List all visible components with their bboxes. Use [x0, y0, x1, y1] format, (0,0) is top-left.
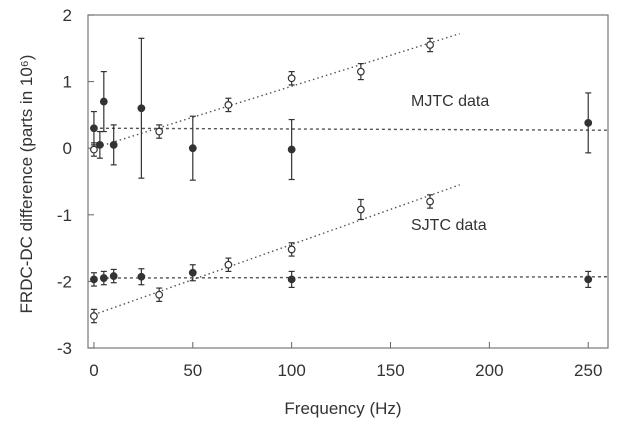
open-data-point: [155, 290, 164, 299]
y-tick-label: -1: [57, 206, 72, 225]
annotation-mjtc: MJTC data: [411, 93, 489, 110]
open-data-point: [356, 67, 365, 76]
plot-frame: [87, 14, 609, 349]
filled-data-point: [584, 118, 593, 127]
filled-data-point: [137, 272, 146, 281]
open-data-point: [155, 127, 164, 136]
y-tick-label: -3: [57, 339, 72, 358]
y-tick-label: 1: [63, 73, 72, 92]
open-data-point: [356, 205, 365, 214]
open-data-point: [426, 41, 434, 49]
filled-data-point: [99, 274, 108, 282]
annotation-sjtc: SJTC data: [411, 217, 487, 234]
x-axis-title: Frequency (Hz): [284, 399, 401, 418]
filled-data-point: [287, 275, 296, 284]
x-tick-label: 250: [574, 361, 602, 380]
x-tick-label: 200: [475, 361, 503, 380]
y-tick-label: 2: [63, 6, 72, 25]
trend-line: [93, 184, 460, 316]
x-tick-label: 50: [183, 361, 202, 380]
filled-data-point: [99, 97, 108, 106]
y-axis-ticks: -3 -2 -1 0 1 2: [57, 6, 94, 358]
y-axis-title: FRDC-DC difference (parts in 10⁶): [17, 55, 36, 314]
open-data-point: [287, 245, 296, 254]
filled-data-point: [90, 124, 98, 133]
open-data-point: [90, 312, 98, 320]
filled-data-point: [109, 140, 118, 149]
filled-data-point: [188, 144, 197, 153]
open-data-point: [287, 74, 296, 83]
filled-data-point: [95, 140, 104, 149]
mean-line: [93, 276, 609, 279]
open-data-point: [224, 101, 233, 109]
filled-data-point: [188, 268, 197, 277]
x-tick-label: 0: [89, 361, 98, 380]
open-data-point: [224, 260, 233, 269]
filled-data-point: [109, 272, 118, 280]
x-axis-ticks: 0 50 100 150 200 250: [89, 342, 602, 380]
filled-data-point: [137, 104, 146, 113]
x-tick-label: 100: [277, 361, 305, 380]
y-tick-label: -2: [57, 272, 72, 291]
open-data-point: [90, 145, 98, 154]
reference-lines: [93, 32, 609, 316]
filled-data-point: [90, 275, 98, 284]
y-tick-label: 0: [63, 139, 72, 158]
open-data-point: [426, 197, 434, 206]
data-points: [90, 41, 593, 320]
trend-line: [93, 32, 460, 149]
x-tick-label: 150: [376, 361, 404, 380]
mean-line: [93, 127, 609, 131]
error-bars: [90, 37, 592, 324]
filled-data-point: [584, 275, 593, 284]
filled-data-point: [287, 145, 296, 154]
